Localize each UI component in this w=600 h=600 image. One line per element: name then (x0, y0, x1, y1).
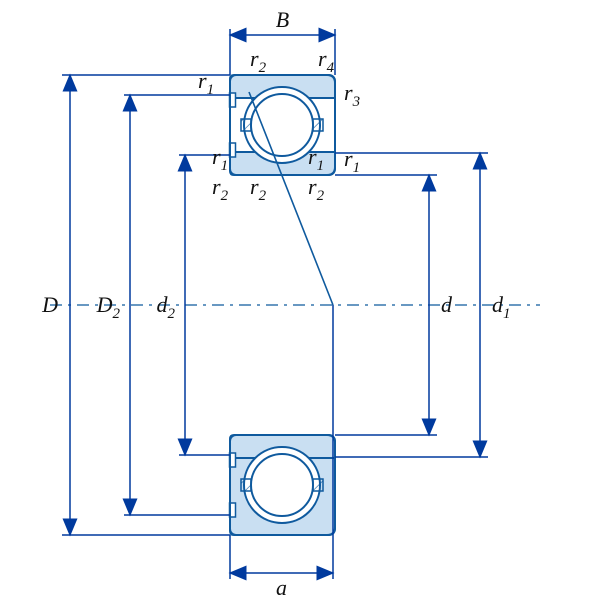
label-r1_TL_out: r1 (198, 68, 214, 98)
label-B: B (276, 7, 289, 32)
cage-tab (241, 479, 251, 491)
label-r2_T_in: r2 (250, 46, 267, 76)
cage-tab (313, 479, 323, 491)
label-r1_row2L: r1 (212, 144, 228, 174)
cage-tab (241, 119, 251, 131)
label-D2: D2 (96, 292, 121, 322)
label-r1_row2R: r1 (344, 146, 360, 176)
label-d1: d1 (492, 292, 510, 322)
label-a: a (276, 575, 287, 600)
label-d: d (441, 292, 453, 317)
label-d2: d2 (157, 292, 176, 322)
label-r4_T: r4 (318, 46, 335, 76)
ball (251, 94, 313, 156)
label-r2_row3L: r2 (250, 174, 267, 204)
label-r2_row3R: r2 (308, 174, 325, 204)
label-r2_row3LL: r2 (212, 174, 229, 204)
ball (251, 454, 313, 516)
bearing-diagram: BaDD2d2dd1r1r2r4r3r1r1r2r2r2r1 (0, 0, 600, 600)
label-D: D (41, 292, 58, 317)
cage-tab (313, 119, 323, 131)
label-r3_TR: r3 (344, 80, 360, 110)
